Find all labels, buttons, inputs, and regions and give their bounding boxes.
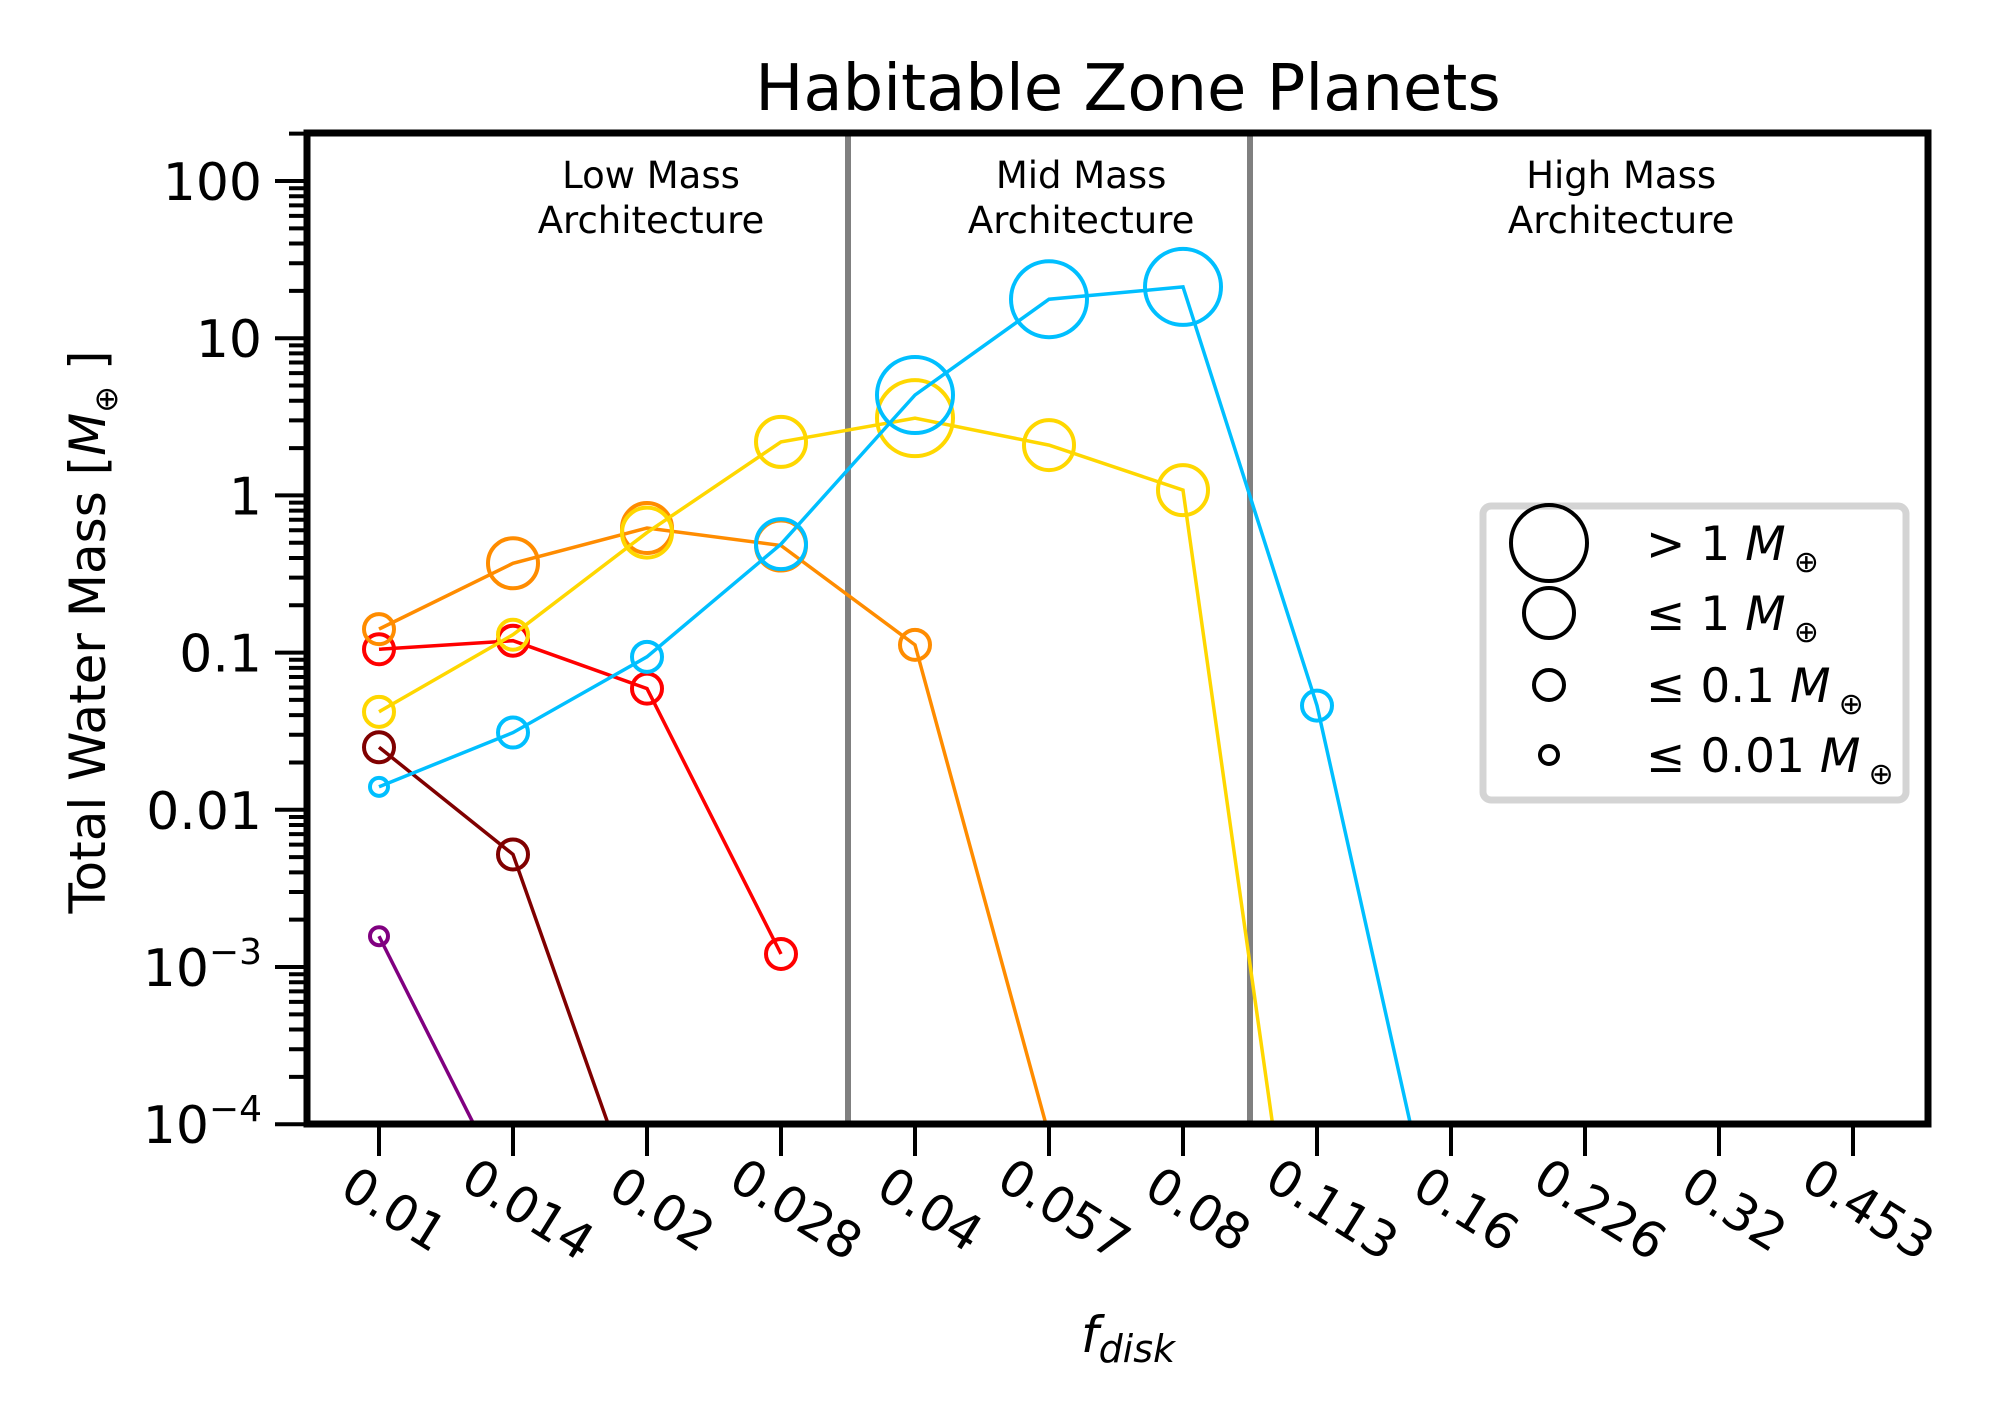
y-tick-label: 10−4 bbox=[143, 1089, 262, 1156]
y-axis-label: Total Water Mass [M⊕ ] bbox=[59, 350, 125, 914]
series-line bbox=[378, 638, 783, 955]
data-point bbox=[486, 536, 540, 591]
x-tick-label: 0.028 bbox=[720, 1147, 872, 1272]
series-line bbox=[377, 935, 476, 1124]
x-tick-label: 0.08 bbox=[1135, 1155, 1260, 1263]
region-label-line2: Architecture bbox=[538, 199, 765, 242]
series-purple bbox=[368, 925, 476, 1124]
x-tick-label: 0.01 bbox=[331, 1155, 456, 1263]
x-tick-label: 0.226 bbox=[1524, 1147, 1676, 1272]
y-tick-label: 10−3 bbox=[143, 932, 262, 999]
data-point bbox=[754, 414, 808, 469]
x-axis-label: fdisk bbox=[1081, 1306, 1177, 1371]
data-point bbox=[1022, 418, 1076, 473]
x-axis-label-subscript: disk bbox=[1099, 1327, 1177, 1371]
data-point bbox=[898, 627, 932, 662]
y-axis-label-close: ] bbox=[59, 350, 117, 385]
x-tick-label: 0.02 bbox=[599, 1155, 724, 1263]
data-point bbox=[362, 730, 396, 765]
chart-title: Habitable Zone Planets bbox=[755, 52, 1500, 126]
data-point bbox=[1143, 246, 1223, 327]
y-tick-label: 10 bbox=[196, 310, 262, 370]
data-point bbox=[496, 617, 530, 652]
y-tick-label: 100 bbox=[163, 153, 262, 213]
legend: > 1 M ⊕ ≤ 1 M ⊕ ≤ 0.1 M ⊕ ≤ 0.01 M ⊕ bbox=[1479, 502, 1910, 804]
y-tick-label: 0.01 bbox=[146, 782, 262, 842]
y-axis-label-symbol: M bbox=[59, 413, 117, 456]
legend-marker bbox=[1522, 586, 1576, 640]
y-axis-label-subscript: ⊕ bbox=[87, 386, 125, 413]
data-point bbox=[754, 517, 808, 572]
legend-label: > 1 M ⊕ bbox=[1646, 517, 1819, 580]
region-label-line2: Architecture bbox=[1508, 199, 1735, 242]
legend-marker bbox=[1538, 744, 1560, 766]
data-point bbox=[496, 837, 530, 872]
x-tick-label: 0.113 bbox=[1256, 1147, 1408, 1272]
legend-marker bbox=[1509, 503, 1589, 583]
x-tick-label: 0.057 bbox=[988, 1147, 1140, 1272]
legend-frame bbox=[1479, 502, 1910, 804]
data-point bbox=[362, 612, 396, 647]
y-axis-label-text: Total Water Mass [ bbox=[59, 456, 117, 915]
axes-frame bbox=[303, 129, 1932, 1128]
series-gold bbox=[362, 378, 1275, 1124]
series-deepskyblue bbox=[368, 246, 1413, 1124]
data-point bbox=[368, 775, 390, 798]
region-label-line2: Architecture bbox=[968, 199, 1195, 242]
data-point bbox=[630, 639, 664, 674]
series-line bbox=[378, 526, 1048, 1124]
data-point bbox=[620, 505, 674, 560]
x-tick-label: 0.16 bbox=[1403, 1155, 1528, 1263]
data-point bbox=[1300, 688, 1334, 723]
x-tick-label: 0.32 bbox=[1671, 1155, 1796, 1263]
data-series bbox=[362, 246, 1413, 1124]
region-dividers bbox=[845, 133, 1253, 1124]
legend-label: ≤ 0.1 M ⊕ bbox=[1646, 659, 1864, 722]
data-point bbox=[496, 715, 530, 750]
legend-label: ≤ 0.01 M ⊕ bbox=[1646, 729, 1894, 792]
series-line bbox=[377, 745, 611, 1124]
data-point bbox=[362, 694, 396, 729]
data-point bbox=[362, 632, 396, 667]
x-axis-ticks: 0.010.0140.020.0280.040.0570.080.1130.16… bbox=[331, 1124, 1944, 1272]
x-tick-label: 0.04 bbox=[867, 1155, 992, 1263]
series-red bbox=[362, 623, 798, 971]
data-point bbox=[1156, 463, 1210, 518]
y-tick-label: 1 bbox=[229, 467, 262, 527]
data-point bbox=[764, 936, 798, 971]
region-label-line1: Low Mass bbox=[562, 154, 740, 197]
series-line bbox=[378, 285, 1413, 1124]
data-point bbox=[368, 925, 390, 948]
region-label-line1: Mid Mass bbox=[996, 154, 1167, 197]
x-tick-label: 0.453 bbox=[1792, 1147, 1944, 1272]
x-tick-label: 0.014 bbox=[452, 1147, 604, 1272]
region-label-line1: High Mass bbox=[1526, 154, 1716, 197]
series-maroon bbox=[362, 730, 611, 1124]
data-point bbox=[875, 355, 955, 436]
legend-marker bbox=[1532, 668, 1566, 702]
data-point bbox=[875, 378, 955, 459]
legend-label: ≤ 1 M ⊕ bbox=[1646, 587, 1819, 650]
y-axis-ticks: 100 10 1 0.1 0.01 10−3 10−4 bbox=[143, 131, 307, 1156]
data-point bbox=[1009, 259, 1089, 340]
y-tick-label: 0.1 bbox=[179, 625, 262, 685]
